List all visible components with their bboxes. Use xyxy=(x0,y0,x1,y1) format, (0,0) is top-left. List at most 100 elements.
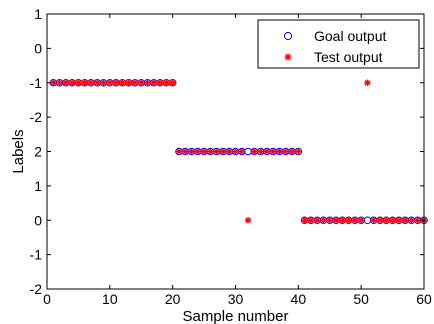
test-output-point xyxy=(62,79,70,86)
star-stroke xyxy=(270,148,276,155)
star-stroke xyxy=(201,148,207,155)
test-output-point xyxy=(395,217,403,224)
star-stroke xyxy=(295,148,302,155)
test-output-point xyxy=(50,79,57,86)
test-output-point xyxy=(383,217,390,224)
test-output-point xyxy=(81,79,88,86)
star-stroke xyxy=(320,217,327,224)
test-output-point xyxy=(150,79,158,86)
star-stroke xyxy=(169,79,176,86)
test-output-point xyxy=(370,217,377,224)
star-stroke xyxy=(50,79,57,86)
star-stroke xyxy=(94,79,101,86)
chart-marks xyxy=(49,78,428,225)
star-stroke xyxy=(88,79,94,86)
star-stroke xyxy=(69,79,75,86)
star-stroke xyxy=(81,79,88,86)
star-stroke xyxy=(63,79,69,86)
star-stroke xyxy=(284,53,292,61)
test-output-point xyxy=(364,79,371,86)
test-output-point xyxy=(75,79,82,86)
y-tick-label: 2 xyxy=(34,144,42,160)
star-stroke xyxy=(333,217,339,224)
legend-box xyxy=(257,19,420,69)
star-stroke xyxy=(370,217,377,224)
star-stroke xyxy=(232,148,239,155)
test-output-point xyxy=(56,79,63,86)
star-stroke xyxy=(245,217,251,224)
legend: Goal output Test output xyxy=(257,19,420,69)
star-stroke xyxy=(213,148,220,155)
y-tick-label: 1 xyxy=(34,6,42,22)
test-output-point xyxy=(94,79,101,86)
test-output-point xyxy=(175,148,183,155)
star-stroke xyxy=(176,148,182,155)
star-stroke xyxy=(157,79,163,86)
test-output-point xyxy=(100,79,107,86)
x-tick-label: 40 xyxy=(291,291,307,307)
star-stroke xyxy=(352,217,358,224)
test-output-point xyxy=(345,217,352,224)
star-stroke xyxy=(414,217,421,224)
test-output-point xyxy=(213,148,220,155)
star-stroke xyxy=(345,217,352,224)
star-stroke xyxy=(220,148,226,155)
star-stroke xyxy=(257,148,264,155)
test-output-point xyxy=(257,148,264,155)
y-tick-label: 1 xyxy=(34,178,42,194)
y-tick-label: -1 xyxy=(30,247,43,263)
test-output-point xyxy=(282,148,289,155)
star-stroke xyxy=(402,217,408,224)
test-output-point xyxy=(156,79,164,86)
x-tick-label: 0 xyxy=(43,291,51,307)
y-tick-label: -2 xyxy=(30,281,43,297)
star-stroke xyxy=(100,79,107,86)
test-output-point xyxy=(376,217,384,224)
star-stroke xyxy=(408,217,415,224)
test-output-point xyxy=(414,217,421,224)
axis-ticks: 0 10 20 30 40 50 60 -2 -1 0 1 2 -2 -1 0 1 xyxy=(30,6,432,307)
test-output-point xyxy=(138,79,145,86)
star-stroke xyxy=(377,217,383,224)
star-stroke xyxy=(207,148,214,155)
test-output-point xyxy=(87,79,95,86)
star-stroke xyxy=(289,148,295,155)
test-output-point xyxy=(263,148,271,155)
star-stroke xyxy=(125,79,132,86)
star-stroke xyxy=(226,148,232,155)
star-stroke xyxy=(239,148,245,155)
star-stroke xyxy=(358,217,364,224)
star-stroke xyxy=(396,217,402,224)
y-tick-label: -1 xyxy=(30,75,43,91)
star-stroke xyxy=(163,79,170,86)
test-output-point xyxy=(320,217,327,224)
y-tick-label: 0 xyxy=(34,40,42,56)
test-output-point xyxy=(219,148,227,155)
star-stroke xyxy=(389,217,396,224)
test-output-point xyxy=(357,217,365,224)
star-stroke xyxy=(276,148,283,155)
star-stroke xyxy=(138,79,145,86)
x-tick-label: 10 xyxy=(102,291,118,307)
x-tick-label: 30 xyxy=(228,291,244,307)
test-output-point xyxy=(307,217,315,224)
y-tick-label: -2 xyxy=(30,109,43,125)
test-output-point xyxy=(301,217,308,224)
legend-goal-label: Goal output xyxy=(314,28,386,44)
test-output-point xyxy=(169,79,176,86)
test-output-point xyxy=(276,148,283,155)
star-stroke xyxy=(326,217,333,224)
test-output-point xyxy=(226,148,233,155)
test-output-point xyxy=(351,217,359,224)
y-axis-title: Labels xyxy=(10,129,27,173)
test-output-point xyxy=(194,148,201,155)
star-stroke xyxy=(188,148,195,155)
legend-test-label: Test output xyxy=(314,49,383,65)
star-stroke xyxy=(383,217,390,224)
test-output-point xyxy=(251,148,258,155)
test-output-point xyxy=(106,79,114,86)
test-output-point xyxy=(332,217,340,224)
test-output-point xyxy=(163,79,170,86)
test-output-point xyxy=(182,148,189,155)
star-stroke xyxy=(113,79,119,86)
